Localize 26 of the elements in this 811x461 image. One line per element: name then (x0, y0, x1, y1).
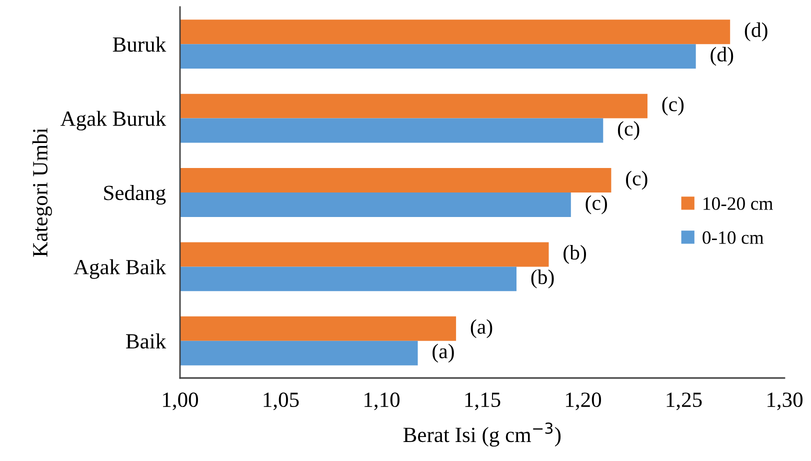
x-tick-label: 1,10 (364, 392, 400, 410)
x-axis-title: Berat Isi (g cm$^{−3}$) (403, 422, 561, 447)
data-label: (c) (586, 195, 608, 214)
y-tick-label: Baik (126, 333, 166, 349)
data-label: (c) (618, 121, 640, 140)
x-tick-label: 1,25 (666, 392, 702, 410)
data-label: (c) (662, 96, 684, 116)
x-tick-label: 1,00 (163, 392, 198, 410)
y-tick-label: Sedang (104, 185, 166, 205)
x-tick-label: 1,30 (768, 392, 803, 410)
y-tick-label: Buruk (112, 36, 166, 52)
x-tick-label: 1,15 (465, 392, 500, 410)
x-tick-label: 1,20 (566, 392, 602, 410)
x-tick-label: 1,05 (264, 392, 299, 410)
data-label: (d) (710, 46, 734, 66)
y-tick-label: Agak Buruk (60, 110, 166, 130)
data-label: (b) (531, 269, 554, 288)
legend-label: 10-20 cm (704, 197, 773, 210)
legend-label: 0-10 cm (702, 231, 764, 244)
data-label: (c) (626, 170, 648, 190)
data-label: (d) (744, 22, 768, 42)
data-label: (a) (432, 344, 454, 363)
data-label: (a) (470, 319, 492, 338)
y-axis-title: Kategori Umbi (32, 128, 52, 257)
data-label: (b) (564, 245, 586, 264)
y-tick-label: Agak Baik (74, 259, 166, 279)
